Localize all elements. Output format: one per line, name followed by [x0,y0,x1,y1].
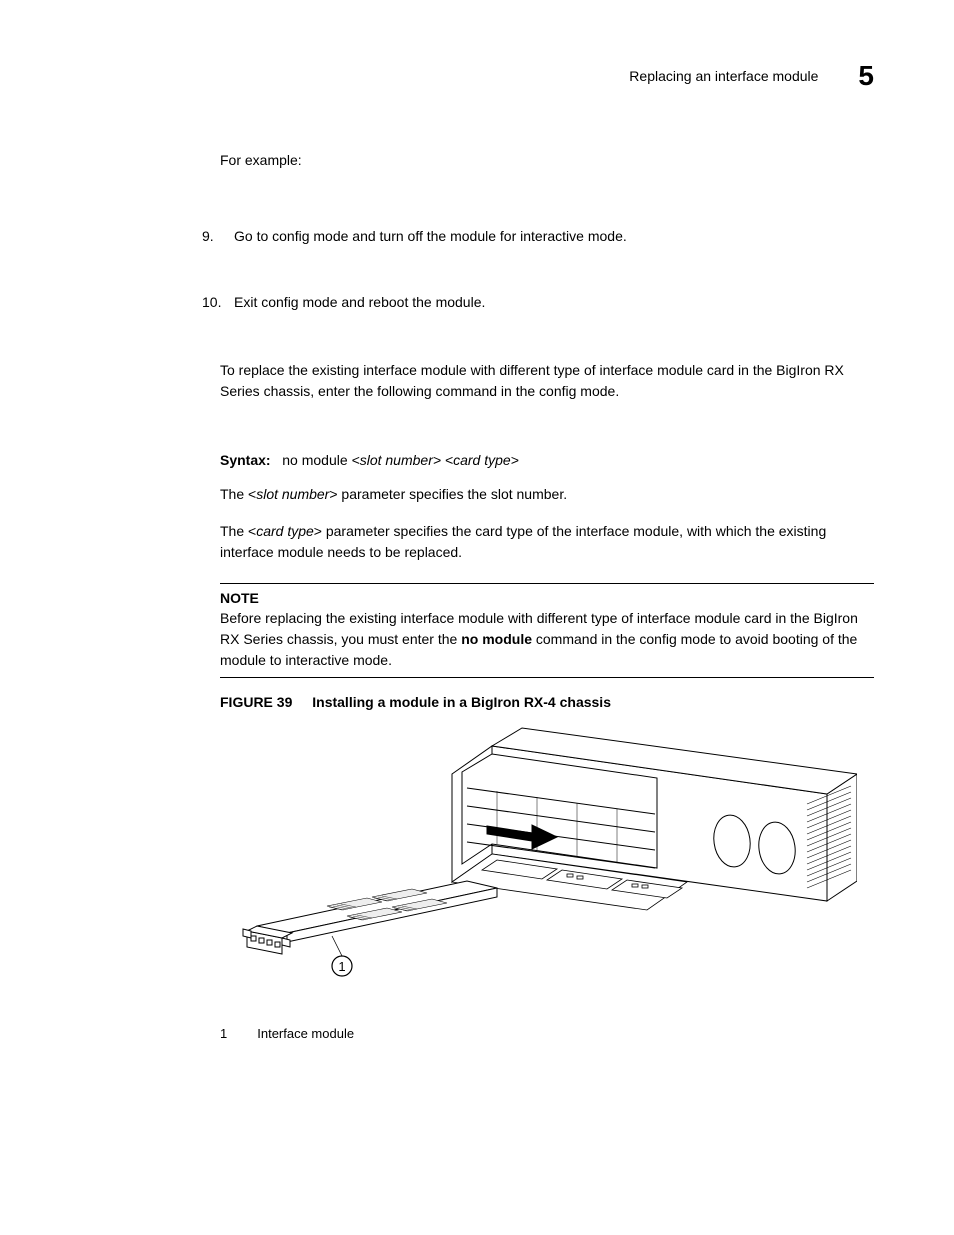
syntax-body: no module <slot number> <card type> [274,452,518,468]
syntax-label: Syntax: [220,452,271,468]
step-10: 10. Exit config mode and reboot the modu… [202,294,874,310]
slot-number-param: The <slot number> parameter specifies th… [220,484,874,505]
replace-paragraph: To replace the existing interface module… [220,360,874,402]
page-header: Replacing an interface module 5 [220,60,874,92]
step-text: Go to config mode and turn off the modul… [234,228,627,244]
legend-number: 1 [220,1026,227,1041]
figure-number: FIGURE 39 [220,694,292,710]
header-section-title: Replacing an interface module [629,68,818,84]
note-label: NOTE [220,590,874,606]
callout-number: 1 [338,959,345,974]
figure-diagram: 1 [220,726,874,996]
chapter-number: 5 [858,60,874,92]
legend-text: Interface module [257,1026,354,1041]
intro-text: For example: [220,152,874,168]
step-9: 9. Go to config mode and turn off the mo… [202,228,874,244]
syntax-line: Syntax: no module <slot number> <card ty… [220,452,874,468]
chassis-diagram-icon: 1 [237,726,857,996]
card-type-param: The <card type> parameter specifies the … [220,521,874,563]
step-number: 9. [202,228,222,244]
figure-title: FIGURE 39 Installing a module in a BigIr… [220,694,874,710]
note-text: Before replacing the existing interface … [220,608,874,671]
step-number: 10. [202,294,222,310]
figure-legend: 1 Interface module [220,1026,874,1041]
figure-caption: Installing a module in a BigIron RX-4 ch… [312,694,611,710]
step-text: Exit config mode and reboot the module. [234,294,485,310]
note-block: NOTE Before replacing the existing inter… [220,583,874,678]
